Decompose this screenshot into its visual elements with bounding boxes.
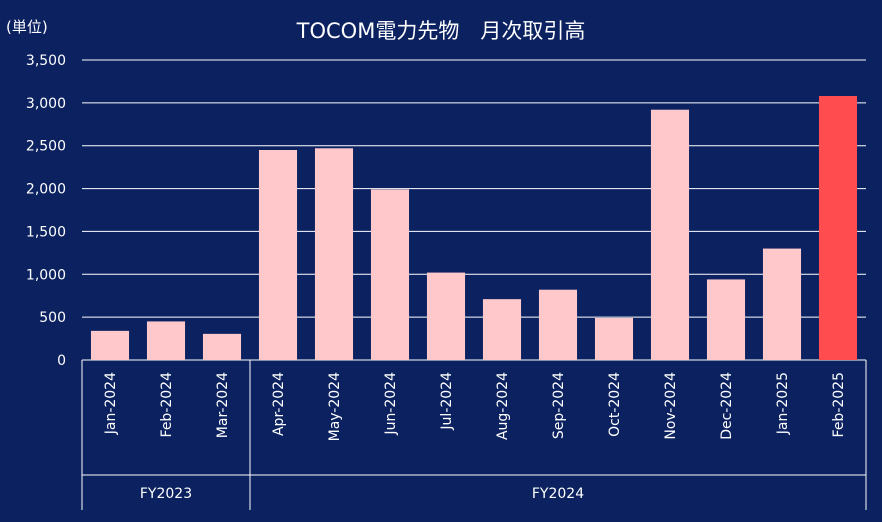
bar [818, 96, 858, 360]
bar [258, 150, 298, 360]
x-tick-label: Jan-2025 [775, 372, 791, 435]
bar [706, 279, 746, 360]
bar [762, 248, 802, 360]
y-tick-label: 2,000 [26, 182, 66, 198]
bar [538, 289, 578, 360]
x-tick-label: Jul-2024 [439, 372, 455, 431]
y-tick-label: 3,000 [26, 96, 66, 112]
gridlines [82, 59, 866, 361]
x-tick-label: Apr-2024 [271, 372, 287, 436]
bar [202, 333, 242, 360]
x-tick-label: Dec-2024 [719, 372, 735, 440]
x-tick-label: Jun-2024 [383, 372, 399, 436]
bar [146, 321, 186, 360]
x-tick-label: May-2024 [327, 372, 343, 441]
y-tick-label: 0 [57, 353, 66, 369]
bar [650, 109, 690, 360]
y-tick-label: 2,500 [26, 139, 66, 155]
x-axis-labels: Jan-2024 Feb-2024 Mar-2024 Apr-2024 May-2024… [103, 372, 847, 441]
chart-title: TOCOM電力先物 月次取引高 [296, 19, 586, 43]
x-tick-label: Nov-2024 [663, 372, 679, 440]
bar [594, 318, 634, 360]
bar [426, 272, 466, 360]
bar [90, 330, 130, 360]
bar [314, 148, 354, 360]
bar [370, 189, 410, 360]
bar [482, 299, 522, 360]
group-label: FY2023 [140, 486, 192, 502]
x-tick-label: Aug-2024 [495, 372, 511, 440]
y-axis-ticks: 0 500 1,000 1,500 2,000 2,500 3,000 3,500 [26, 53, 66, 369]
group-axis: FY2023 FY2024 [81, 360, 867, 510]
x-tick-label: Feb-2024 [159, 372, 175, 438]
group-label: FY2024 [532, 486, 584, 502]
x-tick-label: Mar-2024 [215, 372, 231, 438]
x-tick-label: Feb-2025 [831, 372, 847, 437]
x-tick-label: Jan-2024 [103, 372, 119, 435]
y-tick-label: 3,500 [26, 53, 66, 69]
y-tick-label: 500 [39, 310, 66, 326]
x-tick-label: Sep-2024 [551, 372, 567, 439]
y-tick-label: 1,000 [26, 267, 66, 283]
x-tick-label: Oct-2024 [607, 372, 623, 437]
y-tick-label: 1,500 [26, 224, 66, 240]
unit-label: (単位) [6, 18, 48, 36]
bars [90, 96, 858, 360]
